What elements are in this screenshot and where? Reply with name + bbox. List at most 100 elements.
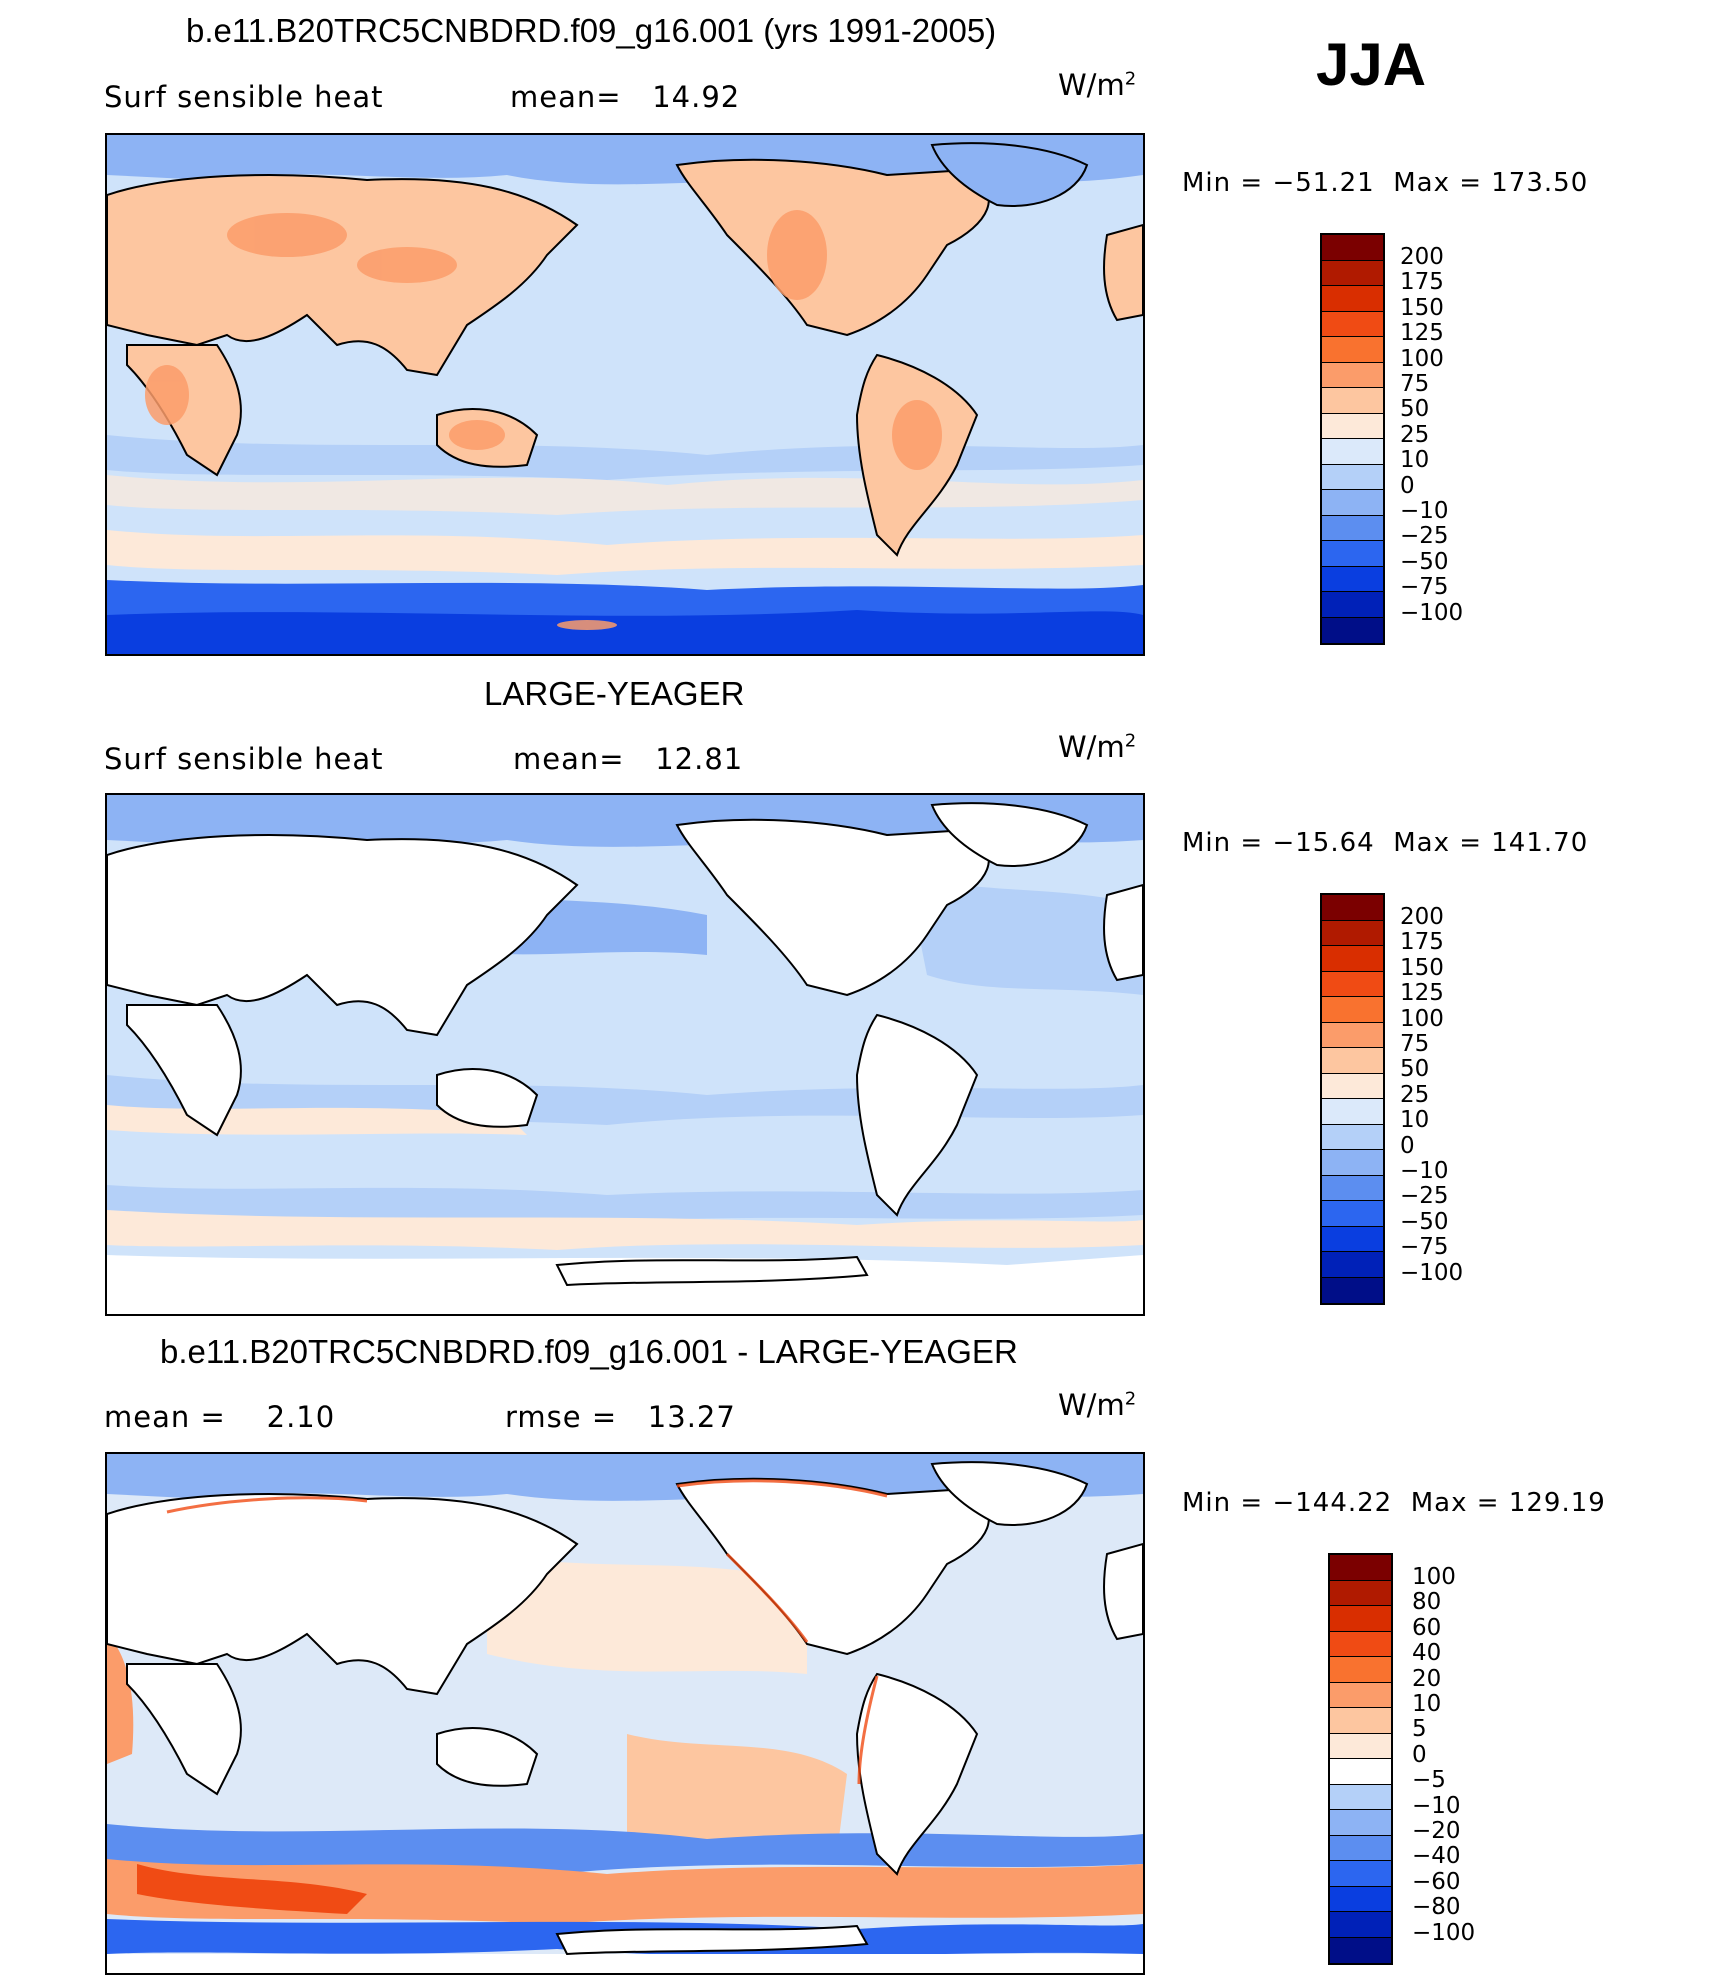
colorbar-swatch xyxy=(1330,1886,1391,1912)
unit-label: W/m2 xyxy=(1058,68,1137,102)
colorbar-tick-label: −75 xyxy=(1400,1234,1449,1261)
map-panel-difference xyxy=(105,1452,1145,1975)
colorbar-tick-label: 20 xyxy=(1412,1665,1442,1692)
colorbar-tick-label: 75 xyxy=(1400,371,1430,398)
colorbar-tick-label: −60 xyxy=(1412,1868,1461,1895)
colorbar-tick-label: 10 xyxy=(1400,447,1430,474)
min-label: Min = −144.22 xyxy=(1182,1488,1393,1518)
colorbar-tick-label: 100 xyxy=(1412,1564,1456,1590)
colorbar-tick-label: 60 xyxy=(1412,1614,1442,1641)
mean-label: mean= 12.81 xyxy=(513,742,744,776)
colorbar-swatch xyxy=(1322,1226,1383,1252)
map-panel-model xyxy=(105,133,1145,656)
colorbar-tick-label: 50 xyxy=(1400,396,1430,423)
colorbar-tick-label: −100 xyxy=(1400,599,1464,626)
colorbar-tick-label: 50 xyxy=(1400,1056,1430,1083)
colorbar-tick-label: −50 xyxy=(1400,1208,1449,1235)
colorbar-tick-label: 80 xyxy=(1412,1589,1442,1616)
colorbar xyxy=(1320,233,1385,645)
panel-title: LARGE-YEAGER xyxy=(484,675,745,712)
min-label: Min = −51.21 xyxy=(1182,168,1375,198)
colorbar xyxy=(1328,1553,1393,1965)
colorbar-swatch xyxy=(1322,1201,1383,1227)
colorbar-swatch xyxy=(1330,1580,1391,1606)
colorbar-labels: 200 175 150 125 100 75 50 25 10 0 −10 −25 −50 −75 −100 xyxy=(1400,904,1464,1286)
colorbar-tick-label: 0 xyxy=(1412,1741,1427,1768)
colorbar-tick-label: −25 xyxy=(1400,1183,1449,1210)
colorbar-tick-label: 150 xyxy=(1400,954,1444,981)
colorbar-swatch xyxy=(1330,1810,1391,1836)
colorbar-swatch xyxy=(1322,490,1383,516)
colorbar-swatch xyxy=(1322,1175,1383,1201)
colorbar-tick-label: 40 xyxy=(1412,1640,1442,1667)
min-max-label: Min = −15.64 Max = 141.70 xyxy=(1182,828,1588,858)
colorbar-swatch xyxy=(1322,337,1383,363)
colorbar-tick-label: 10 xyxy=(1400,1107,1430,1134)
colorbar-swatch xyxy=(1330,1657,1391,1683)
colorbar-swatch xyxy=(1322,1277,1383,1303)
colorbar-tick-label: −80 xyxy=(1412,1894,1461,1921)
variable-label: Surf sensible heat xyxy=(104,80,384,114)
colorbar-swatch xyxy=(1330,1606,1391,1632)
colorbar-tick-label: 5 xyxy=(1412,1716,1427,1743)
colorbar-swatch xyxy=(1330,1912,1391,1938)
colorbar-tick-label: −100 xyxy=(1412,1919,1476,1946)
colorbar-swatch xyxy=(1322,439,1383,465)
land-masses xyxy=(107,802,1143,1287)
colorbar-swatch xyxy=(1330,1835,1391,1861)
colorbar-tick-label: 75 xyxy=(1400,1031,1430,1058)
colorbar-swatch xyxy=(1322,1124,1383,1150)
world-map-model xyxy=(107,135,1143,654)
colorbar-tick-label: −50 xyxy=(1400,548,1449,575)
map-panel-obs xyxy=(105,793,1145,1316)
colorbar-swatch xyxy=(1322,592,1383,618)
colorbar-swatch xyxy=(1322,388,1383,414)
max-label: Max = 173.50 xyxy=(1393,168,1589,198)
colorbar-swatch xyxy=(1330,1937,1391,1963)
colorbar-labels: 200 175 150 125 100 75 50 25 10 0 −10 −25 −50 −75 −100 xyxy=(1400,244,1464,626)
rmse-value: 13.27 xyxy=(647,1400,736,1434)
colorbar-swatch xyxy=(1330,1733,1391,1759)
colorbar-tick-label: 150 xyxy=(1400,294,1444,321)
colorbar-tick-label: −40 xyxy=(1412,1843,1461,1870)
min-max-label: Min = −144.22 Max = 129.19 xyxy=(1182,1488,1606,1518)
colorbar-tick-label: −25 xyxy=(1400,523,1449,550)
max-label: Max = 129.19 xyxy=(1410,1488,1606,1518)
unit-label: W/m2 xyxy=(1058,1388,1137,1422)
colorbar-tick-label: 200 xyxy=(1400,244,1444,270)
colorbar-swatch xyxy=(1322,1252,1383,1278)
world-map-difference xyxy=(107,1454,1143,1973)
mean-label: mean= 14.92 xyxy=(510,80,741,114)
max-label: Max = 141.70 xyxy=(1393,828,1589,858)
colorbar-swatch xyxy=(1322,971,1383,997)
colorbar-tick-label: 175 xyxy=(1400,269,1444,296)
colorbar-swatch xyxy=(1330,1759,1391,1785)
colorbar-swatch xyxy=(1322,895,1383,921)
colorbar xyxy=(1320,893,1385,1305)
colorbar-labels: 100 80 60 40 20 10 5 0 −5 −10 −20 −40 −60 −80 −100 xyxy=(1412,1564,1476,1946)
colorbar-tick-label: −5 xyxy=(1412,1767,1446,1794)
colorbar-swatch xyxy=(1322,566,1383,592)
panel-title: b.e11.B20TRC5CNBDRD.f09_g16.001 (yrs 199… xyxy=(186,12,997,49)
colorbar-swatch xyxy=(1322,920,1383,946)
colorbar-swatch xyxy=(1330,1682,1391,1708)
colorbar-swatch xyxy=(1322,997,1383,1023)
land-masses xyxy=(107,142,1143,557)
world-map-obs xyxy=(107,795,1143,1314)
rmse-label: rmse = 13.27 xyxy=(505,1400,736,1434)
mean-value: 2.10 xyxy=(266,1400,336,1434)
colorbar-swatch xyxy=(1322,235,1383,261)
colorbar-swatch xyxy=(1322,311,1383,337)
colorbar-tick-label: −75 xyxy=(1400,574,1449,601)
colorbar-swatch xyxy=(1322,946,1383,972)
colorbar-swatch xyxy=(1330,1555,1391,1581)
colorbar-tick-label: −100 xyxy=(1400,1259,1464,1286)
colorbar-tick-label: 125 xyxy=(1400,980,1444,1007)
colorbar-tick-label: −10 xyxy=(1400,498,1449,525)
mean-label: mean = 2.10 xyxy=(104,1400,336,1434)
colorbar-tick-label: −10 xyxy=(1412,1792,1461,1819)
min-max-label: Min = −51.21 Max = 173.50 xyxy=(1182,168,1588,198)
colorbar-swatch xyxy=(1322,413,1383,439)
variable-label: Surf sensible heat xyxy=(104,742,384,776)
colorbar-swatch xyxy=(1322,1073,1383,1099)
